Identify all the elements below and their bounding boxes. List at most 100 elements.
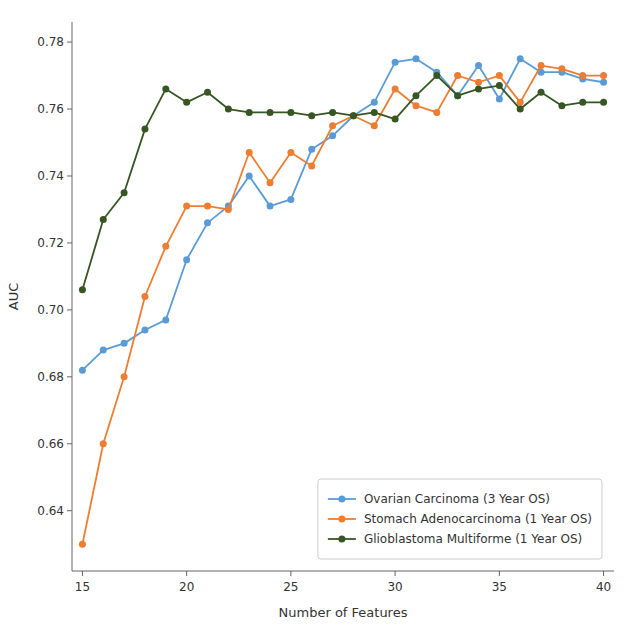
y-tick: [67, 42, 72, 43]
series-point: [246, 109, 253, 116]
series-point: [350, 112, 357, 119]
x-tick-label: 20: [179, 580, 194, 594]
series-point: [454, 92, 461, 99]
series-point: [433, 109, 440, 116]
page: {"chart_data": {"type": "line", "xlabel"…: [0, 0, 636, 633]
series-point: [329, 109, 336, 116]
axes: 0.640.660.680.700.720.740.760.7815202530…: [37, 22, 614, 594]
series-point: [454, 92, 461, 99]
background: [0, 0, 636, 633]
series-point: [308, 112, 315, 119]
series-point: [392, 116, 399, 123]
series-point: [496, 72, 503, 79]
y-tick-label: 0.68: [37, 370, 64, 384]
x-axis-label: Number of Features: [279, 605, 408, 620]
x-tick: [186, 571, 187, 576]
legend-handle-marker: [338, 536, 345, 543]
series-point: [162, 85, 169, 92]
series-point: [496, 95, 503, 102]
series-point: [183, 203, 190, 210]
series-point: [579, 72, 586, 79]
legend-handle-marker: [338, 516, 345, 523]
series-point: [517, 99, 524, 106]
x-tick: [395, 571, 396, 576]
legend-label: Ovarian Carcinoma (3 Year OS): [364, 492, 550, 506]
series-point: [100, 216, 107, 223]
y-tick: [67, 510, 72, 511]
series-point: [475, 79, 482, 86]
series-point: [392, 85, 399, 92]
y-tick: [67, 376, 72, 377]
series-point: [121, 373, 128, 380]
series-point: [350, 112, 357, 119]
series-point: [204, 219, 211, 226]
x-tick-label: 30: [387, 580, 402, 594]
y-tick: [67, 242, 72, 243]
x-axis-line: [72, 571, 614, 572]
series-point: [287, 109, 294, 116]
series-point: [100, 347, 107, 354]
y-tick-label: 0.72: [37, 236, 64, 250]
series-point: [558, 102, 565, 109]
series-point: [79, 367, 86, 374]
series-point: [496, 82, 503, 89]
series-point: [350, 112, 357, 119]
series-point: [579, 99, 586, 106]
x-tick-label: 40: [596, 580, 611, 594]
series-point: [79, 541, 86, 548]
y-axis-label: AUC: [6, 283, 21, 311]
legend-item: Glioblastoma Multiforme (1 Year OS): [328, 532, 582, 546]
series-point: [287, 196, 294, 203]
series-point: [204, 89, 211, 96]
legend-label: Glioblastoma Multiforme (1 Year OS): [364, 532, 582, 546]
chart-svg: 0.640.660.680.700.720.740.760.7815202530…: [0, 0, 636, 633]
series-point: [308, 162, 315, 169]
series-point: [600, 99, 607, 106]
series-point: [600, 72, 607, 79]
legend-label: Stomach Adenocarcinoma (1 Year OS): [364, 512, 592, 526]
series-point: [558, 65, 565, 72]
series-point: [162, 243, 169, 250]
series-point: [267, 109, 274, 116]
series-point: [225, 206, 232, 213]
legend-item: Ovarian Carcinoma (3 Year OS): [328, 492, 550, 506]
y-tick: [67, 109, 72, 110]
series-line: [82, 66, 603, 545]
series-point: [371, 109, 378, 116]
legend-box: [318, 479, 602, 559]
x-tick-label: 25: [283, 580, 298, 594]
series-point: [246, 149, 253, 156]
y-tick-label: 0.70: [37, 303, 64, 317]
series-point: [141, 126, 148, 133]
y-tick-label: 0.74: [37, 169, 64, 183]
series-1: [79, 62, 607, 548]
series-point: [246, 172, 253, 179]
series-point: [141, 326, 148, 333]
y-tick-label: 0.76: [37, 102, 64, 116]
series-point: [162, 316, 169, 323]
series-point: [412, 92, 419, 99]
series-line: [82, 59, 603, 370]
series-point: [475, 62, 482, 69]
x-tick: [290, 571, 291, 576]
series-point: [538, 62, 545, 69]
y-tick-label: 0.66: [37, 437, 64, 451]
series-point: [183, 256, 190, 263]
x-tick: [603, 571, 604, 576]
series-0: [79, 55, 607, 373]
series-point: [287, 149, 294, 156]
x-tick: [499, 571, 500, 576]
series-point: [267, 203, 274, 210]
y-tick-label: 0.64: [37, 504, 64, 518]
series-point: [600, 79, 607, 86]
x-tick-label: 15: [75, 580, 90, 594]
series-point: [79, 286, 86, 293]
y-tick: [67, 175, 72, 176]
series-point: [454, 72, 461, 79]
series-point: [267, 179, 274, 186]
series-point: [412, 102, 419, 109]
series-point: [538, 89, 545, 96]
y-axis-line: [72, 22, 73, 571]
series-point: [433, 72, 440, 79]
series-point: [371, 99, 378, 106]
